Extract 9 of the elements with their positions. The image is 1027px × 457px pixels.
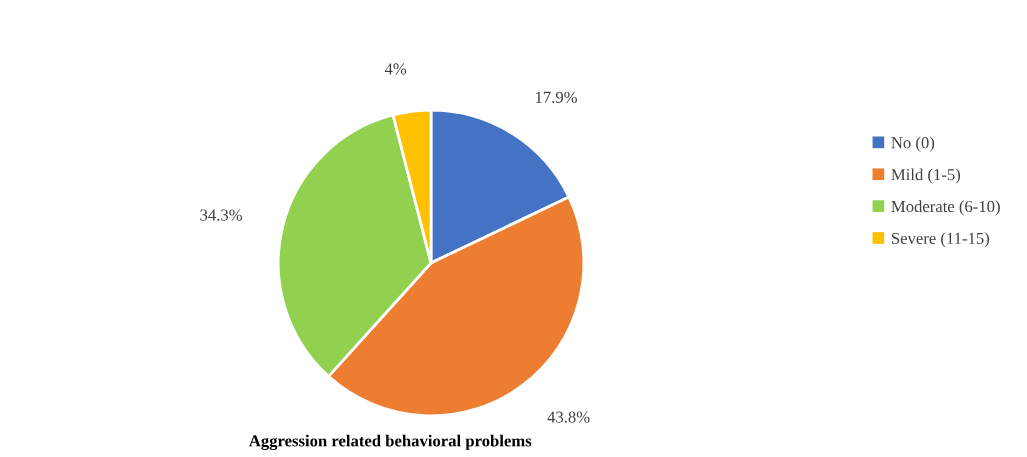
legend-label: Severe (11-15) bbox=[891, 232, 990, 248]
legend-label: Moderate (6-10) bbox=[891, 200, 1000, 216]
text: Aggression related behavioral problems bbox=[248, 434, 532, 450]
legend-label: No (0) bbox=[891, 136, 935, 152]
data-label: 34.3% bbox=[200, 209, 243, 221]
legend-label: Mild (1-5) bbox=[891, 168, 961, 184]
data-label: 43.8% bbox=[547, 411, 590, 423]
data-label: 4% bbox=[384, 63, 407, 75]
data-label: 17.9% bbox=[535, 91, 577, 104]
